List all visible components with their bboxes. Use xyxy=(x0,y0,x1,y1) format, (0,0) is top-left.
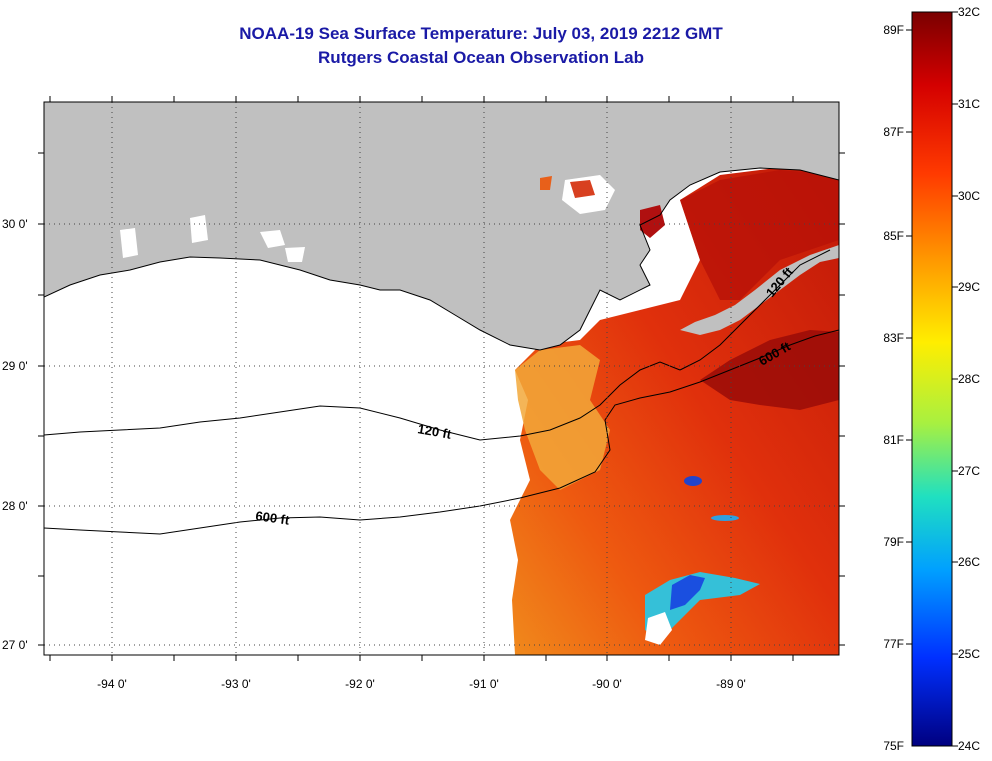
colorbar-f-label: 89F xyxy=(883,23,904,37)
colorbar-c-label: 31C xyxy=(958,97,980,111)
contour-120ft-east xyxy=(679,249,831,371)
colorbar-c-label: 29C xyxy=(958,280,980,294)
colorbar-c-label: 26C xyxy=(958,555,980,569)
land-mass xyxy=(44,102,839,350)
cloud-blob xyxy=(285,247,305,262)
sst-speckle xyxy=(640,205,665,238)
colorbar-c-label: 27C xyxy=(958,464,980,478)
color-bar-ticks xyxy=(906,11,958,747)
lat-label: 29 0' xyxy=(2,359,28,373)
delta-land xyxy=(680,245,839,335)
cloud-blob xyxy=(120,228,138,258)
map-subtitle: Rutgers Coastal Ocean Observation Lab xyxy=(318,48,644,67)
map-title: NOAA-19 Sea Surface Temperature: July 03… xyxy=(239,24,723,43)
sst-data-field xyxy=(510,165,839,655)
sst-speckle xyxy=(540,176,552,190)
lon-label: -91 0' xyxy=(469,677,499,691)
colorbar-f-label: 77F xyxy=(883,637,904,651)
cool-nearshore xyxy=(515,345,610,490)
graticule xyxy=(44,102,839,655)
color-bar xyxy=(911,11,953,747)
coastline xyxy=(44,167,839,351)
cold-filament xyxy=(711,515,739,521)
cold-spot xyxy=(684,476,702,486)
map-frame xyxy=(43,101,840,656)
colorbar-f-label: 85F xyxy=(883,229,904,243)
cloud-blob xyxy=(190,215,208,243)
warm-core xyxy=(700,330,839,410)
warm-nearshore xyxy=(680,170,839,300)
sst-speckle xyxy=(570,180,595,198)
contour-label: 600 ft xyxy=(255,508,291,528)
frame-ticks xyxy=(38,96,845,661)
colorbar-f-label: 87F xyxy=(883,125,904,139)
lat-label: 27 0' xyxy=(2,638,28,652)
lon-label: -93 0' xyxy=(221,677,251,691)
lat-label: 30 0' xyxy=(2,217,28,231)
colorbar-f-label: 79F xyxy=(883,535,904,549)
colorbar-f-label: 81F xyxy=(883,433,904,447)
contour-120ft-west xyxy=(44,361,681,441)
colorbar-c-label: 30C xyxy=(958,189,980,203)
colorbar-c-label: 28C xyxy=(958,372,980,386)
lon-label: -90 0' xyxy=(592,677,622,691)
lon-label: -92 0' xyxy=(345,677,375,691)
cloud-blob xyxy=(260,230,285,248)
colorbar-f-label: 75F xyxy=(883,739,904,753)
cold-eddy-core xyxy=(670,575,705,610)
colorbar-f-label: 83F xyxy=(883,331,904,345)
colorbar-c-label: 32C xyxy=(958,5,980,19)
contour-label: 120 ft xyxy=(416,421,453,442)
colorbar-c-label: 24C xyxy=(958,739,980,753)
contour-600ft xyxy=(44,329,839,535)
colorbar-c-label: 25C xyxy=(958,647,980,661)
cloud-patch xyxy=(645,612,672,645)
lon-label: -94 0' xyxy=(97,677,127,691)
lon-label: -89 0' xyxy=(716,677,746,691)
lat-label: 28 0' xyxy=(2,499,28,513)
